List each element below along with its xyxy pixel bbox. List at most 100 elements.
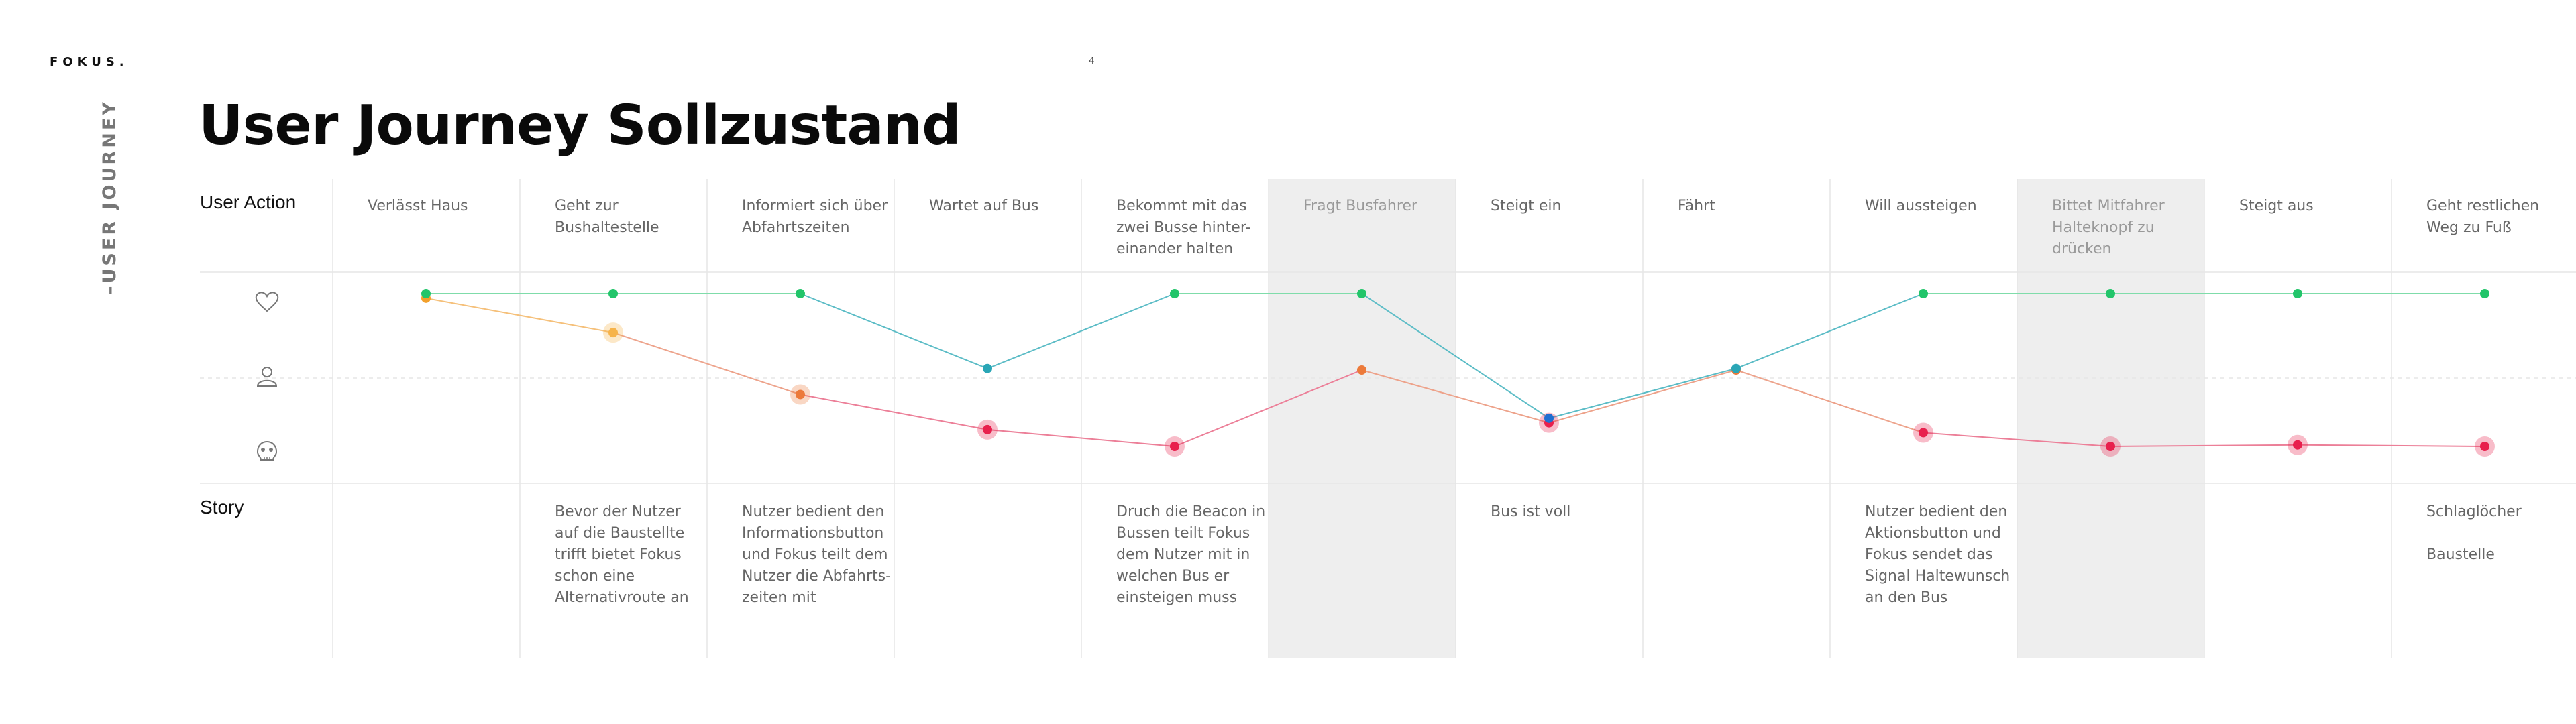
highlight-columns: [1269, 179, 2204, 658]
story-text: Nutzer bedient den Informationsbutton und …: [742, 503, 891, 606]
action-header-line: Fragt Busfahrer: [1303, 198, 1418, 215]
action-header-line: Geht zur: [555, 198, 619, 215]
series-2-segment: [1923, 432, 2111, 447]
series-1-point: [796, 289, 805, 298]
story-texts: Bevor der Nutzer auf die Baustellte trifft…: [555, 503, 2522, 606]
series-2-point: [1170, 442, 1179, 451]
series-2-point: [2293, 440, 2302, 450]
action-header-line: Steigt ein: [1491, 198, 1561, 215]
series-1-point: [2293, 289, 2302, 298]
series-2-segment: [800, 394, 988, 430]
page-title: User Journey Sollzustand: [199, 94, 961, 158]
action-header-line: Fährt: [1678, 198, 1715, 215]
action-header-line: Verlässt Haus: [368, 198, 468, 215]
series-1-point: [1357, 289, 1366, 298]
highlight-column: [2017, 179, 2204, 658]
action-header-line: Steigt aus: [2239, 198, 2314, 215]
story-text-line: an den Bus: [1865, 589, 1947, 606]
series-1-segment: [1548, 367, 1737, 419]
emotion-lines: [425, 293, 2485, 447]
series-2-point: [2480, 442, 2489, 451]
series-2-segment: [1735, 369, 1924, 434]
action-header-line: Bushaltestelle: [555, 219, 659, 236]
story-text-line: auf die Baustellte: [555, 525, 684, 542]
action-header: Bittet Mitfahrer Halteknopf zu drücken: [2052, 198, 2165, 257]
series-1-point: [421, 289, 431, 298]
series-1-point: [2480, 289, 2489, 298]
series-1-segment: [800, 293, 988, 369]
series-2-point: [1357, 365, 1366, 375]
story-text-line: Bevor der Nutzer: [555, 503, 682, 520]
grid-lines: [200, 179, 2576, 658]
story-text-line: Schlaglöcher: [2426, 503, 2522, 520]
action-header-line: Informiert sich über: [742, 198, 888, 215]
action-header-line: Weg zu Fuß: [2426, 219, 2512, 236]
action-header-line: Wartet auf Bus: [929, 198, 1038, 215]
action-headers: Verlässt Haus Geht zur Bushaltestelle Infor…: [368, 198, 2539, 257]
action-header: Fährt: [1678, 198, 1715, 215]
action-header-line: Will aussteigen: [1865, 198, 1977, 215]
action-header-line: Bittet Mitfahrer: [2052, 198, 2165, 215]
story-text: Schlaglöcher Baustelle: [2426, 503, 2522, 563]
series-2-segment: [1548, 369, 1737, 424]
series-1-point: [1919, 289, 1928, 298]
series-2-segment: [987, 428, 1175, 447]
series-2-segment: [1361, 369, 1550, 424]
emotion-points: [421, 289, 2495, 457]
series-2-segment: [2297, 444, 2485, 447]
series-2-point: [2106, 442, 2115, 451]
story-text-line: dem Nutzer mit in: [1116, 546, 1250, 563]
highlight-column: [1269, 179, 1456, 658]
series-1-segment: [987, 293, 1175, 369]
action-header: Geht zur Bushaltestelle: [555, 198, 659, 236]
action-header-line: drücken: [2052, 241, 2111, 257]
page-number: 4: [1089, 55, 1095, 66]
series-1-point: [1731, 363, 1741, 373]
action-header: Will aussteigen: [1865, 198, 1977, 215]
series-2-segment: [1174, 369, 1362, 447]
story-text-line: trifft bietet Fokus: [555, 546, 682, 563]
story-text-line: Aktionsbutton und: [1865, 525, 2001, 542]
action-header: Steigt ein: [1491, 198, 1561, 215]
story-text-line: Bus ist voll: [1491, 503, 1570, 520]
skull-icon: [256, 441, 278, 461]
series-2-segment: [425, 297, 614, 334]
action-header: Bekommt mit das zwei Busse hinter-einande…: [1116, 198, 1250, 257]
series-2-point: [796, 389, 805, 400]
series-1-point: [1544, 413, 1554, 423]
action-header: Steigt aus: [2239, 198, 2314, 215]
series-2-segment: [2110, 444, 2298, 447]
story-text-line: schon eine: [555, 568, 635, 585]
user-action-label: User Action: [200, 192, 296, 213]
action-header: Wartet auf Bus: [929, 198, 1038, 215]
series-1-point: [2106, 289, 2115, 298]
story-text-line: Bussen teilt Fokus: [1116, 525, 1250, 542]
action-header-line: einander halten: [1116, 241, 1233, 257]
story-text-line: Nutzer die Abfahrts-: [742, 568, 891, 585]
story-text-line: Alternativroute an: [555, 589, 689, 606]
series-2-point: [608, 328, 618, 338]
series-1-point: [983, 363, 992, 373]
action-header: Informiert sich über Abfahrtszeiten: [742, 198, 888, 236]
story-text-line: zeiten mit: [742, 589, 816, 606]
action-header: Verlässt Haus: [368, 198, 468, 215]
action-header-line: Halteknopf zu: [2052, 219, 2155, 236]
action-header: Fragt Busfahrer: [1303, 198, 1418, 215]
story-text-line: Signal Haltewunsch: [1865, 568, 2010, 585]
story-text-line: Fokus sendet das: [1865, 546, 1993, 563]
story-label: Story: [200, 497, 244, 518]
story-text-line: Nutzer bedient den: [1865, 503, 2007, 520]
story-text: Druch die Beacon in Bussen teilt Fokus dem…: [1116, 503, 1265, 606]
series-1-point: [1170, 289, 1179, 298]
logo: FOKUS.: [50, 55, 129, 69]
series-2-segment: [612, 332, 801, 396]
series-2-point: [983, 424, 992, 434]
story-text-line: einsteigen muss: [1116, 589, 1237, 606]
series-1-segment: [1735, 293, 1924, 369]
story-text: Bus ist voll: [1491, 503, 1570, 520]
story-text-line: welchen Bus er: [1116, 568, 1230, 585]
action-header-line: zwei Busse hinter-: [1116, 219, 1250, 236]
series-1-segment: [1361, 293, 1550, 419]
story-text: Bevor der Nutzer auf die Baustellte trifft…: [555, 503, 689, 606]
